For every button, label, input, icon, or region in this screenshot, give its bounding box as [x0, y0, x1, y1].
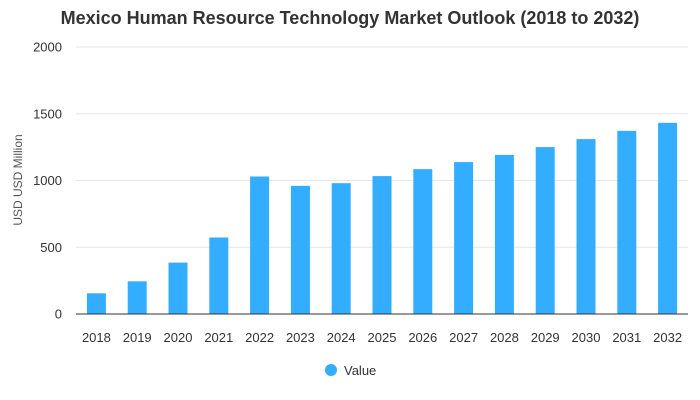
bar-2026[interactable]	[413, 169, 433, 314]
x-tick-label: 2022	[245, 330, 274, 345]
x-tick-label: 2025	[368, 330, 397, 345]
x-tick-label: 2028	[490, 330, 519, 345]
x-tick-label: 2032	[653, 330, 682, 345]
bars	[86, 122, 678, 314]
x-tick-label: 2021	[204, 330, 233, 345]
x-tick-label: 2019	[123, 330, 152, 345]
x-tick-label: 2031	[612, 330, 641, 345]
y-tick-label: 500	[40, 240, 62, 255]
bar-2023[interactable]	[290, 185, 310, 314]
x-tick-label: 2023	[286, 330, 315, 345]
legend-label-value: Value	[344, 363, 376, 378]
bar-2020[interactable]	[168, 262, 188, 314]
x-tick-label: 2030	[572, 330, 601, 345]
x-tick-label: 2026	[408, 330, 437, 345]
bar-2019[interactable]	[127, 281, 147, 314]
legend[interactable]: Value	[325, 363, 376, 378]
y-tick-label: 2000	[33, 40, 62, 55]
bar-2024[interactable]	[331, 183, 351, 314]
chart-title: Mexico Human Resource Technology Market …	[60, 8, 640, 28]
x-tick-label: 2018	[82, 330, 111, 345]
bar-2022[interactable]	[250, 176, 270, 314]
x-tick-label: 2027	[449, 330, 478, 345]
y-tick-label: 1500	[33, 106, 62, 121]
bar-2029[interactable]	[535, 147, 555, 314]
bar-2032[interactable]	[658, 122, 678, 314]
legend-swatch-value	[325, 364, 337, 376]
bar-2030[interactable]	[576, 139, 596, 314]
x-tick-label: 2024	[327, 330, 356, 345]
bar-2028[interactable]	[494, 154, 514, 314]
y-axis-title: USD USD Million	[11, 134, 25, 225]
x-tick-label: 2020	[164, 330, 193, 345]
bar-2021[interactable]	[209, 237, 229, 314]
bar-2027[interactable]	[454, 162, 474, 314]
y-tick-label: 0	[55, 307, 62, 322]
y-axis-ticks: 0 500 1000 1500 2000	[33, 40, 62, 322]
x-tick-label: 2029	[531, 330, 560, 345]
bar-2025[interactable]	[372, 176, 392, 314]
bar-2018[interactable]	[86, 293, 106, 314]
bar-2031[interactable]	[617, 130, 637, 314]
x-axis-ticks: 2018 2019 2020 2021 2022 2023 2024 2025 2026 2027…	[82, 330, 682, 345]
y-tick-label: 1000	[33, 173, 62, 188]
